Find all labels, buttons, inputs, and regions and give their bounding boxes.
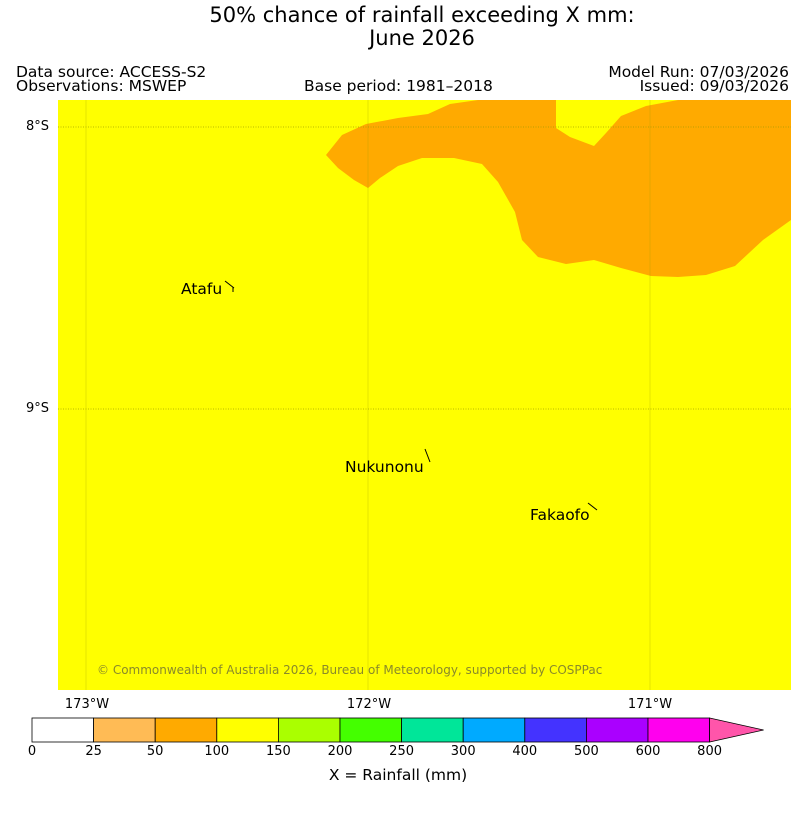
- colorbar-segment-500-600: [586, 717, 649, 743]
- lon-label-172w: 172°W: [346, 697, 392, 712]
- place-label-atafu: Atafu: [181, 280, 223, 298]
- colorbar-tick-500: 500: [573, 744, 599, 759]
- copyright-notice: © Commonwealth of Australia 2026, Bureau…: [97, 663, 603, 677]
- place-label-fakaofo: Fakaofo: [530, 506, 590, 524]
- colorbar-tick-800: 800: [697, 744, 723, 759]
- fakaofo-island-marker: [587, 502, 598, 511]
- lon-label-171w: 171°W: [627, 697, 673, 712]
- rainfall-50-100-region: [326, 100, 791, 277]
- colorbar-tick-400: 400: [512, 744, 538, 759]
- colorbar-extend-arrow: [709, 717, 764, 743]
- colorbar-segment-600-800: [647, 717, 710, 743]
- data-source-label: Data source: ACCESS-S2: [16, 63, 207, 81]
- colorbar-tick-100: 100: [204, 744, 230, 759]
- colorbar-tick-250: 250: [389, 744, 415, 759]
- nukunonu-island-marker: [424, 448, 431, 463]
- colorbar-tick-300: 300: [450, 744, 476, 759]
- lat-label-9s: 9°S: [26, 401, 50, 416]
- atafu-island-marker: [224, 280, 235, 289]
- colorbar-tick-50: 50: [146, 744, 164, 759]
- colorbar-segment-50-100: [154, 717, 218, 743]
- colorbar-tick-150: 150: [265, 744, 291, 759]
- colorbar-tick-25: 25: [85, 744, 102, 759]
- issued-label: Issued: 09/03/2026: [639, 77, 789, 95]
- lon-label-173w: 173°W: [64, 697, 110, 712]
- base-period-label: Base period: 1981–2018: [304, 77, 493, 95]
- colorbar-segment-400-500: [524, 717, 587, 743]
- observations-label: Observations: MSWEP: [16, 77, 187, 95]
- colorbar-segment-300-400: [462, 717, 526, 743]
- map-canvas: [58, 100, 791, 690]
- colorbar-tick-0: 0: [27, 744, 37, 759]
- map-title-line2: June 2026: [369, 26, 475, 50]
- lat-label-8s: 8°S: [26, 119, 50, 134]
- colorbar-tick-600: 600: [635, 744, 661, 759]
- map-title-line1: 50% chance of rainfall exceeding X mm:: [209, 3, 635, 27]
- model-run-label: Model Run: 07/03/2026: [608, 63, 789, 81]
- colorbar-segment-150-200: [277, 717, 341, 743]
- colorbar-segment-0-25: [31, 717, 94, 743]
- colorbar-segment-100-150: [216, 717, 279, 743]
- rainfall-map: Atafu Nukunonu Fakaofo © Commonwealth of…: [58, 100, 791, 690]
- place-label-nukunonu: Nukunonu: [345, 458, 424, 476]
- colorbar-label: X = Rainfall (mm): [328, 766, 468, 784]
- colorbar-tick-200: 200: [327, 744, 353, 759]
- colorbar: [31, 717, 764, 743]
- colorbar-segment-200-250: [339, 717, 402, 743]
- colorbar-segment-25-50: [93, 717, 156, 743]
- colorbar-segment-250-300: [401, 717, 464, 743]
